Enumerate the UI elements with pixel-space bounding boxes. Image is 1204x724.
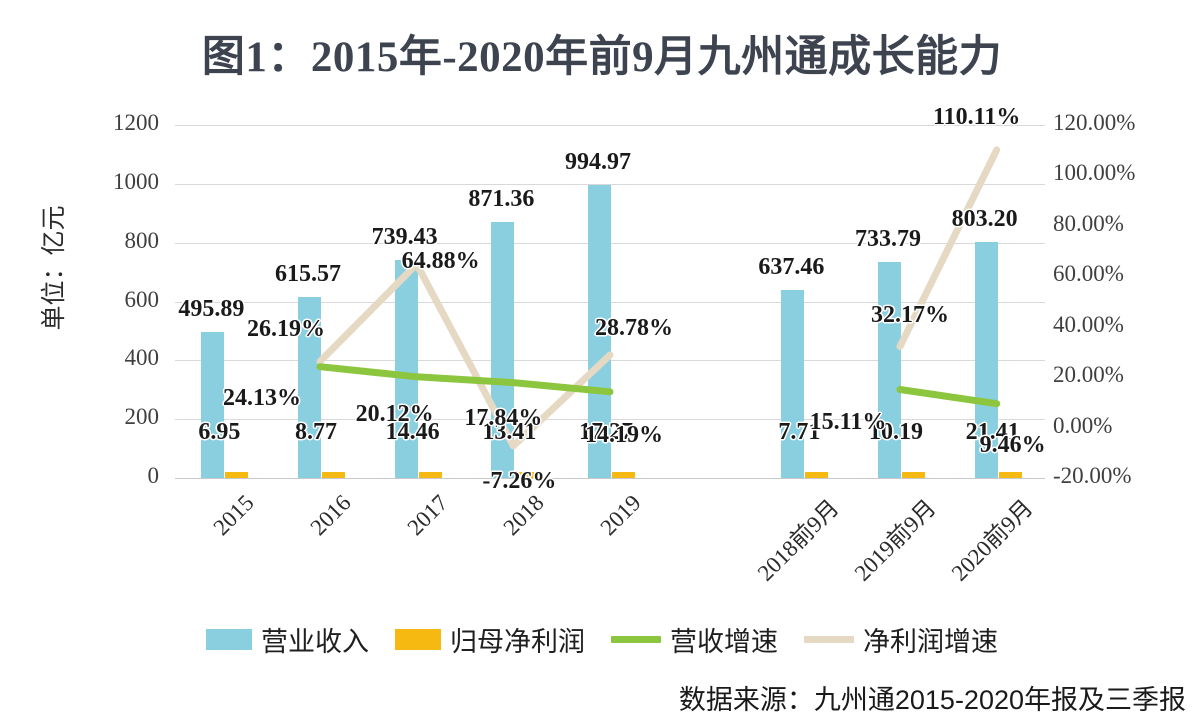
bar-revenue [201, 332, 225, 478]
x-axis-label-4: 2019 [595, 490, 646, 541]
left-axis-tick-label: 0 [147, 463, 160, 488]
left-axis-tick-label: 1200 [113, 110, 159, 135]
legend-item-2[interactable]: 营收增速 [611, 620, 778, 659]
label-revenue-growth-4: 14.19% [585, 421, 663, 448]
legend-item-3[interactable]: 净利润增速 [804, 620, 998, 659]
x-axis-label-2: 2017 [402, 490, 453, 541]
chart-legend: 营业收入 归母净利润 营收增速 净利润增速 [0, 620, 1204, 659]
bar-revenue [974, 241, 998, 478]
bar-revenue [781, 290, 805, 478]
label-revenue-1: 615.57 [275, 260, 341, 287]
label-profit-growth-8: 110.11% [932, 103, 1021, 130]
bar-revenue [394, 260, 418, 478]
legend-swatch-icon [395, 629, 441, 650]
label-revenue-growth-8: 9.46% [979, 431, 1046, 458]
label-revenue-2: 739.43 [371, 224, 438, 251]
x-axis-label-3: 2018 [498, 490, 550, 541]
profit-growth-line-right [896, 146, 1001, 350]
bar-net-profit [998, 471, 1022, 478]
gridline [175, 478, 1045, 479]
label-revenue-growth-7: 15.11% [809, 409, 887, 436]
right-axis-tick-label: 80.00% [1053, 210, 1124, 236]
label-profit-growth-3: -7.26% [482, 467, 557, 494]
x-axis-label-6: 2018前9月 [753, 494, 844, 586]
bar-net-profit [805, 472, 829, 478]
legend-label: 营收增速 [670, 627, 778, 657]
left-axis-title-text: 单位：亿元 [41, 205, 68, 331]
line-series-group [316, 146, 1001, 450]
left-axis-tick-label: 200 [124, 404, 160, 430]
bar-revenue [878, 262, 901, 478]
profit-growth-line-left [316, 260, 614, 450]
bar-net-profit [515, 472, 539, 478]
label-net-profit-1: 8.77 [295, 419, 337, 445]
gridline [175, 183, 1045, 185]
bar-net-profit [322, 472, 345, 478]
label-revenue-growth-3: 17.84% [464, 404, 543, 431]
x-axis-label-0: 2015 [208, 490, 260, 541]
bar-revenue [588, 185, 611, 478]
right-axis-tick-label: 20.00% [1053, 362, 1124, 388]
legend-label: 净利润增速 [863, 627, 998, 657]
right-axis-tick-label: -20.00% [1053, 463, 1132, 488]
right-axis-tick-label: 0.00% [1053, 412, 1113, 438]
right-axis-tick-label: 40.00% [1053, 311, 1124, 337]
label-revenue-7: 733.79 [855, 226, 921, 253]
label-net-profit-6: 7.71 [778, 419, 821, 445]
bar-net-profit [902, 472, 925, 478]
label-net-profit-4: 17.27 [579, 419, 633, 445]
bar-net-profit [612, 472, 635, 478]
label-revenue-0: 495.89 [178, 296, 245, 323]
label-net-profit-0: 6.95 [198, 419, 241, 445]
source-note: 数据来源：九州通2015-2020年报及三季报 [678, 685, 1186, 715]
right-axis-tick-label: 60.00% [1053, 261, 1124, 287]
x-axis-label-1: 2016 [305, 490, 356, 541]
left-axis-tick-label: 800 [124, 227, 160, 253]
plot-area [175, 125, 1045, 479]
bar-net-profit [418, 472, 442, 478]
label-revenue-4: 994.97 [565, 149, 631, 176]
left-axis-tick-label: 600 [124, 286, 160, 312]
bar-net-profit [225, 472, 249, 478]
left-axis-tick-label: 400 [124, 345, 160, 371]
label-revenue-growth-1: 24.13% [223, 384, 301, 411]
legend-item-1[interactable]: 归母净利润 [395, 620, 585, 659]
right-axis-tick-label: 100.00% [1053, 160, 1136, 186]
legend-swatch-icon [206, 629, 252, 650]
label-profit-growth-7: 32.17% [871, 302, 949, 329]
right-axis-tick-label: 120.00% [1053, 110, 1136, 135]
label-revenue-8: 803.20 [951, 205, 1018, 232]
label-net-profit-8: 21.41 [965, 419, 1020, 445]
left-axis-tick-label: 1000 [113, 168, 159, 194]
x-axis-label-8: 2020前9月 [946, 494, 1038, 586]
legend-label: 营业收入 [261, 627, 369, 657]
legend-label: 归母净利润 [450, 627, 585, 657]
label-net-profit-7: 10.19 [869, 419, 923, 445]
gridline [175, 125, 1045, 126]
legend-item-0[interactable]: 营业收入 [206, 620, 369, 659]
revenue-growth-line-right [896, 386, 1001, 408]
bar-revenue [298, 296, 321, 478]
label-net-profit-3: 13.41 [482, 419, 537, 445]
label-profit-growth-4: 28.78% [595, 315, 673, 341]
label-profit-growth-1: 26.19% [247, 315, 325, 342]
legend-swatch-icon [804, 636, 854, 643]
legend-swatch-icon [611, 636, 661, 643]
x-axis-label-7: 2019前9月 [849, 494, 941, 586]
revenue-growth-line-left [316, 363, 614, 396]
chart-title: 图1：2015年-2020年前9月九州通成长能力 [201, 34, 1003, 81]
label-profit-growth-2: 64.88% [401, 247, 480, 274]
label-revenue-6: 637.46 [758, 254, 825, 281]
label-revenue-3: 871.36 [468, 185, 535, 212]
label-revenue-growth-2: 20.12% [355, 400, 434, 427]
label-net-profit-2: 14.46 [385, 419, 440, 445]
